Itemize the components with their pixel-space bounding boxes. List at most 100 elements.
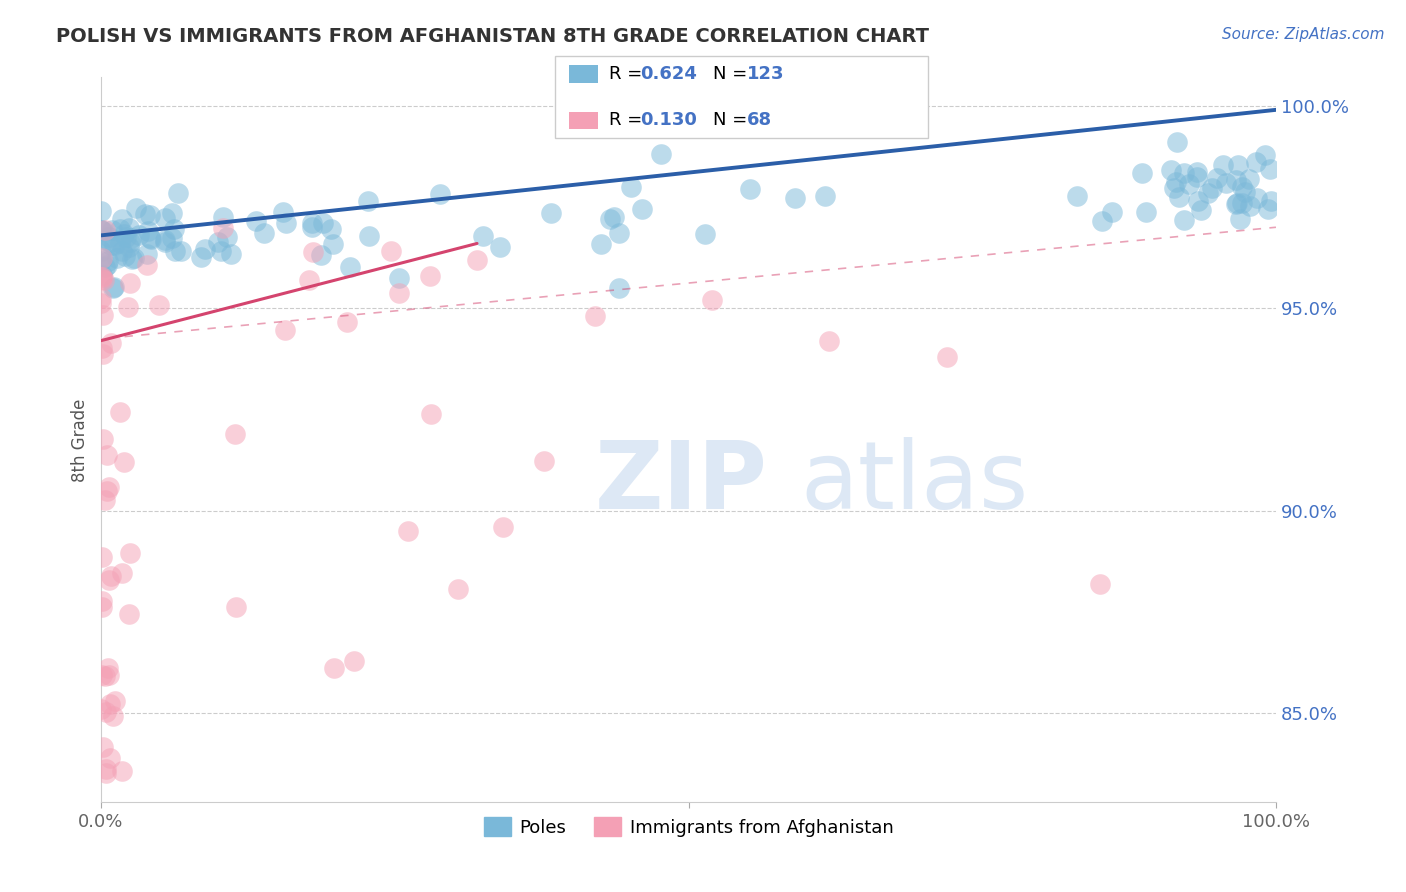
Point <box>357 228 380 243</box>
Text: R =: R = <box>609 112 648 129</box>
Point <box>212 210 235 224</box>
Point <box>112 227 135 242</box>
Point <box>738 182 761 196</box>
Point <box>380 244 402 259</box>
Point <box>97 253 120 268</box>
Point <box>215 229 238 244</box>
Point <box>700 293 723 307</box>
Text: N =: N = <box>713 112 752 129</box>
Point <box>97 480 120 494</box>
Text: 68: 68 <box>747 112 772 129</box>
Point <box>96 762 118 776</box>
Point <box>136 258 159 272</box>
Point <box>120 235 142 249</box>
Point <box>1212 158 1234 172</box>
Point <box>94 669 117 683</box>
Point <box>160 206 183 220</box>
Point <box>1197 186 1219 200</box>
Point <box>489 240 512 254</box>
Text: 0.130: 0.130 <box>640 112 696 129</box>
Point <box>224 427 246 442</box>
Point <box>97 574 120 588</box>
Point <box>90 254 112 268</box>
Point <box>101 281 124 295</box>
Point <box>322 237 344 252</box>
Point <box>388 286 411 301</box>
Text: N =: N = <box>713 65 752 83</box>
Point <box>91 667 114 681</box>
Point <box>253 226 276 240</box>
Point <box>1173 166 1195 180</box>
Point <box>1233 185 1256 199</box>
Point <box>540 206 562 220</box>
Point <box>274 323 297 337</box>
Point <box>90 272 112 286</box>
Point <box>105 251 128 265</box>
Point <box>1168 190 1191 204</box>
Point <box>343 654 366 668</box>
Point <box>98 235 121 249</box>
Point <box>1101 205 1123 219</box>
Y-axis label: 8th Grade: 8th Grade <box>72 398 89 482</box>
Point <box>120 546 142 560</box>
Point <box>110 764 132 778</box>
Point <box>1230 180 1253 194</box>
Point <box>101 709 124 723</box>
Point <box>356 194 378 208</box>
Legend: Poles, Immigrants from Afghanistan: Poles, Immigrants from Afghanistan <box>477 810 901 844</box>
Point <box>1178 178 1201 192</box>
Point <box>94 260 117 274</box>
Point <box>1225 197 1247 211</box>
Point <box>599 212 621 227</box>
Point <box>90 268 112 282</box>
Point <box>91 224 114 238</box>
Point <box>90 702 112 716</box>
Text: atlas: atlas <box>800 437 1028 529</box>
Point <box>1201 180 1223 194</box>
Point <box>491 519 513 533</box>
Point <box>1160 162 1182 177</box>
Point <box>1130 166 1153 180</box>
Point <box>103 238 125 252</box>
Point <box>1229 212 1251 227</box>
Point <box>321 221 343 235</box>
Point <box>166 186 188 200</box>
Point <box>90 204 112 219</box>
Point <box>1246 191 1268 205</box>
Point <box>100 336 122 351</box>
Point <box>153 233 176 247</box>
Point <box>322 661 344 675</box>
Point <box>111 566 134 581</box>
Point <box>134 206 156 220</box>
Point <box>429 186 451 201</box>
Point <box>98 230 121 244</box>
Point <box>96 448 118 462</box>
Point <box>1166 135 1188 149</box>
Point <box>1225 172 1247 186</box>
Point <box>607 227 630 241</box>
Point <box>135 247 157 261</box>
Point <box>419 268 441 283</box>
Point <box>103 694 125 708</box>
Point <box>194 242 217 256</box>
Point <box>271 205 294 219</box>
Point <box>783 191 806 205</box>
Point <box>128 228 150 243</box>
Point <box>312 216 335 230</box>
Point <box>108 236 131 251</box>
Point <box>118 240 141 254</box>
Point <box>1091 214 1114 228</box>
Text: ZIP: ZIP <box>595 437 768 529</box>
Point <box>472 229 495 244</box>
Point <box>693 227 716 241</box>
Point <box>1088 576 1111 591</box>
Point <box>139 208 162 222</box>
Point <box>1237 172 1260 186</box>
Point <box>936 350 959 364</box>
Point <box>96 483 118 498</box>
Point <box>114 249 136 263</box>
Point <box>1244 154 1267 169</box>
Point <box>120 230 142 244</box>
Point <box>583 310 606 324</box>
Point <box>589 237 612 252</box>
